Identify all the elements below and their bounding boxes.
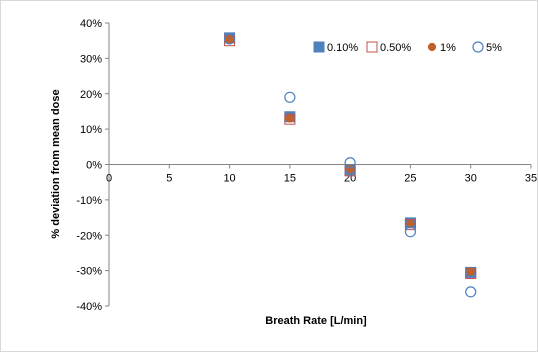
data-point (466, 267, 475, 276)
legend-item: 0.10% (313, 41, 358, 54)
data-point (284, 113, 296, 125)
series-4 (223, 33, 477, 298)
legend-marker (366, 41, 378, 53)
legend-item: 1% (427, 42, 456, 54)
y-tick-label: -30% (76, 266, 102, 278)
y-tick-label: 30% (80, 53, 102, 65)
legend-item: 0.50% (366, 41, 411, 54)
y-tick-label: 0% (86, 160, 102, 172)
x-tick-label: 0 (106, 173, 112, 185)
y-axis-title: % deviation from mean dose (50, 89, 62, 238)
legend-marker (313, 41, 325, 53)
legend-label: 0.50% (380, 42, 411, 54)
x-tick-label: 30 (465, 173, 477, 185)
data-point (404, 219, 416, 231)
data-point (465, 286, 477, 298)
x-tick-label: 35 (525, 173, 537, 185)
data-point (284, 91, 296, 103)
data-point (225, 35, 234, 44)
legend: 0.10% 0.50% 1% 5% (313, 41, 502, 54)
x-tick-label: 5 (166, 173, 172, 185)
axes: 40%30%20%10%0%-10%-20%-30%-40%0 5 10 15 20 25… (76, 18, 537, 313)
x-tick-label: 15 (284, 173, 296, 185)
x-tick-label: 25 (404, 173, 416, 185)
legend-label: 0.10% (327, 42, 358, 54)
y-tick-label: 20% (80, 89, 102, 101)
y-tick-label: -40% (76, 301, 102, 313)
data-point (285, 114, 294, 123)
x-axis-title: Breath Rate [L/min] (265, 315, 367, 327)
y-tick-label: -10% (76, 195, 102, 207)
legend-label: 5% (486, 42, 502, 54)
legend-marker (427, 42, 437, 52)
data-point (344, 157, 356, 169)
y-tick-label: 10% (80, 124, 102, 136)
data-points (223, 32, 477, 298)
legend-marker (472, 41, 484, 53)
y-tick-label: 40% (80, 18, 102, 30)
data-point (223, 33, 236, 45)
series-3 (225, 35, 475, 276)
y-tick-label: -20% (76, 230, 102, 242)
legend-label: 1% (440, 42, 456, 54)
series-1 (224, 32, 477, 278)
data-point (404, 226, 417, 238)
series-2 (224, 35, 477, 279)
legend-item: 5% (472, 41, 502, 54)
x-tick-label: 10 (223, 173, 235, 185)
data-point (406, 219, 415, 229)
